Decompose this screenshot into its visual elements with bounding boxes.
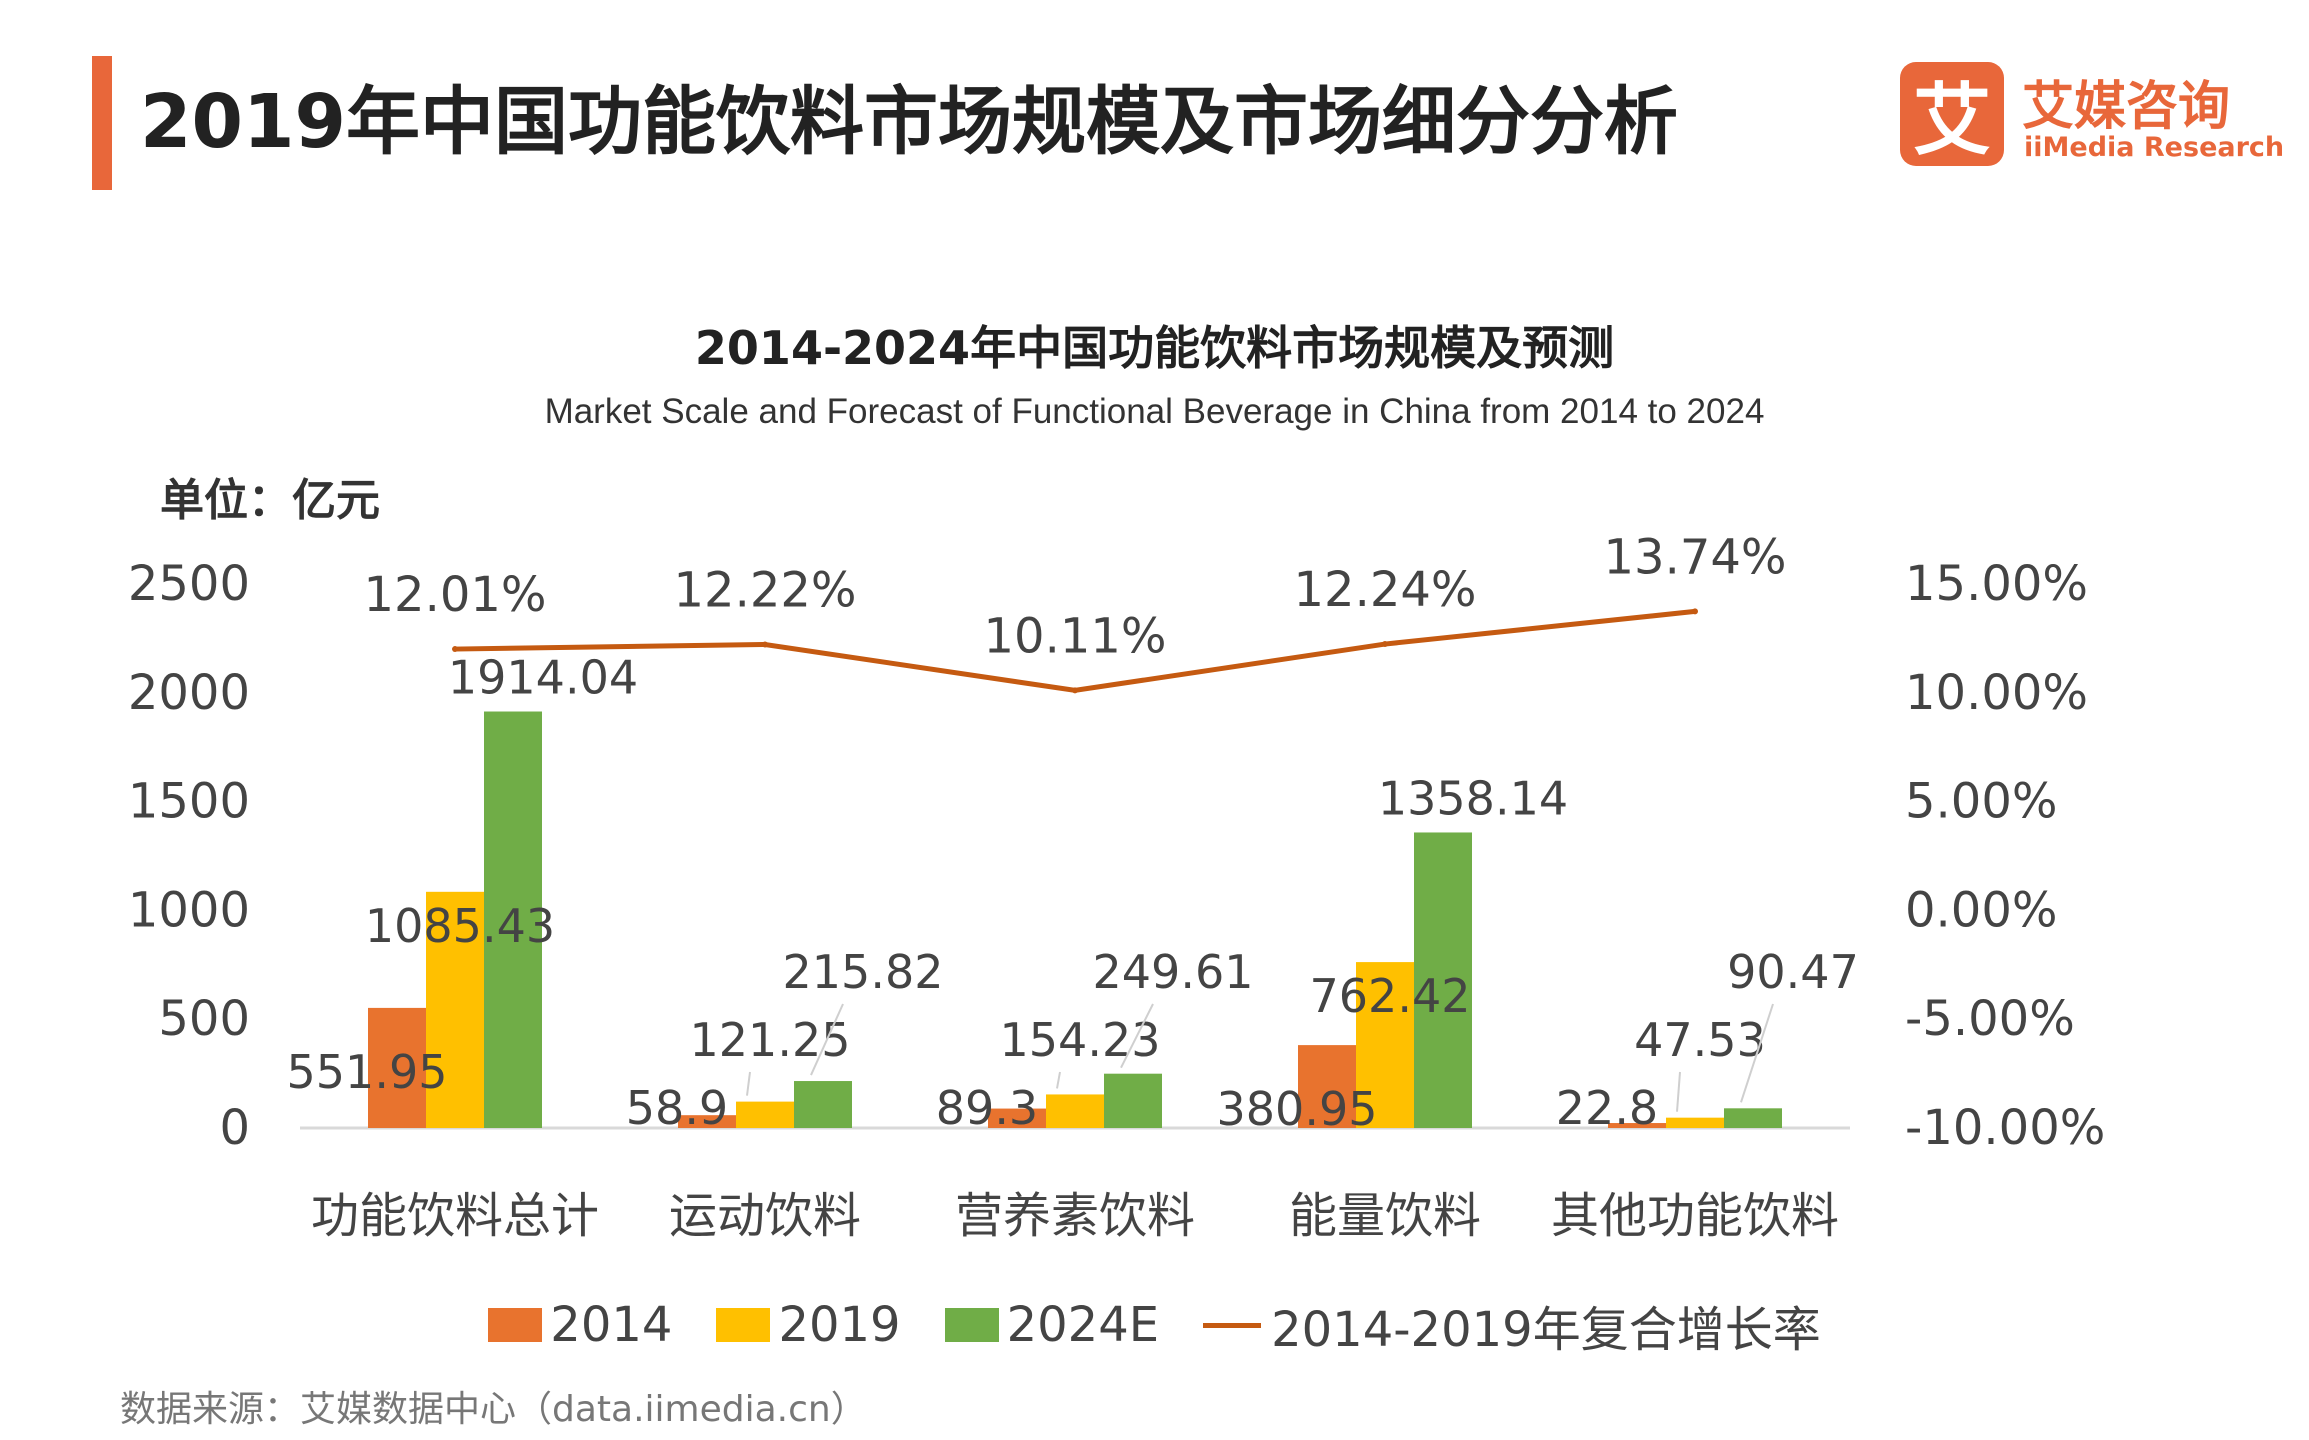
bar-data-label: 154.23 — [1000, 1013, 1161, 1067]
bar-2024e — [1104, 1073, 1162, 1128]
cagr-data-label: 12.01% — [363, 567, 546, 623]
bar-data-label: 215.82 — [783, 945, 944, 999]
bar-data-label: 1358.14 — [1378, 771, 1568, 825]
legend-label-2024e: 2024E — [1006, 1297, 1160, 1353]
bar-2019 — [1046, 1094, 1104, 1128]
page-title: 2019年中国功能饮料市场规模及市场细分分析 — [140, 79, 1678, 165]
bar-data-label: 22.8 — [1556, 1081, 1658, 1135]
y-left-tick-label: 500 — [158, 991, 250, 1047]
bar-data-label: 89.3 — [936, 1081, 1038, 1135]
legend-swatch-2024e — [944, 1308, 999, 1342]
y-left-tick-label: 0 — [219, 1100, 250, 1156]
bar-2019 — [736, 1101, 794, 1128]
legend-swatch-2014 — [488, 1308, 543, 1342]
bar-2024e — [1724, 1108, 1782, 1128]
bar-data-label: 58.9 — [626, 1081, 728, 1135]
y-left-tick-label: 2500 — [128, 556, 250, 612]
logo-mark: 艾 — [1900, 62, 2004, 166]
bar-data-label: 90.47 — [1727, 945, 1859, 999]
bar-2019 — [426, 891, 484, 1128]
legend-item-2019: 2019 — [716, 1297, 901, 1353]
legend-item-2024e: 2024E — [944, 1297, 1160, 1353]
y-right-tick-label: -5.00% — [1905, 991, 2075, 1047]
y-left-tick-label: 1000 — [128, 882, 250, 938]
data-label-leader-line — [1120, 1003, 1154, 1069]
data-label-leader-line — [810, 1003, 844, 1076]
brand-logo: 艾 艾媒咨询 iiMedia Research — [1900, 62, 2284, 172]
y-left-tick-label: 2000 — [128, 665, 250, 721]
legend-item-cagr: 2014-2019年复合增长率 — [1203, 1290, 1821, 1360]
bar-data-label: 762.42 — [1310, 969, 1471, 1023]
cagr-point — [452, 646, 458, 653]
title-accent-bar — [92, 56, 112, 190]
data-label-leader-line — [746, 1071, 751, 1096]
x-category-label: 运动饮料 — [669, 1188, 861, 1244]
bar-data-label: 1914.04 — [448, 651, 638, 705]
y-right-tick-label: 10.00% — [1905, 665, 2088, 721]
bar-data-label: 47.53 — [1634, 1013, 1766, 1067]
x-category-label: 功能饮料总计 — [311, 1188, 599, 1244]
bar-data-label: 249.61 — [1093, 945, 1254, 999]
bar-data-label: 1085.43 — [365, 899, 555, 953]
y-right-tick-label: 5.00% — [1905, 774, 2057, 830]
chart-title: 2014-2024年中国功能饮料市场规模及预测 — [694, 321, 1615, 375]
unit-label: 单位：亿元 — [160, 475, 380, 526]
bar-2024e — [794, 1081, 852, 1128]
cagr-point — [1382, 641, 1388, 648]
cagr-data-label: 13.74% — [1603, 529, 1786, 585]
bar-data-label: 380.95 — [1217, 1082, 1378, 1136]
y-right-tick-label: 0.00% — [1905, 882, 2057, 938]
data-label-leader-line — [1056, 1071, 1061, 1089]
bar-2014 — [368, 1007, 426, 1128]
chart-subtitle: Market Scale and Forecast of Functional … — [544, 392, 1765, 431]
cagr-point — [1072, 687, 1078, 694]
cagr-data-label: 10.11% — [983, 608, 1166, 664]
data-label-leader-line — [1676, 1071, 1681, 1112]
legend-item-2014: 2014 — [488, 1297, 672, 1353]
cagr-point — [762, 641, 768, 648]
bar-2019 — [1666, 1117, 1724, 1128]
data-label-leader-line — [1740, 1003, 1774, 1103]
y-right-tick-label: 15.00% — [1905, 556, 2088, 612]
logo-text-en: iiMedia Research — [2024, 132, 2285, 163]
x-category-label: 能量饮料 — [1289, 1188, 1481, 1244]
data-source-note: 数据来源：艾媒数据中心（data.iimedia.cn） — [120, 1389, 867, 1430]
y-left-tick-label: 1500 — [128, 774, 250, 830]
cagr-data-label: 12.24% — [1293, 562, 1476, 618]
legend-label-2019: 2019 — [778, 1297, 901, 1353]
bar-2019 — [1356, 962, 1414, 1128]
y-right-tick-label: -10.00% — [1905, 1100, 2105, 1156]
cagr-data-label: 12.22% — [673, 562, 856, 618]
legend-label-cagr: 2014-2019年复合增长率 — [1271, 1302, 1821, 1358]
bar-2014 — [1298, 1045, 1356, 1128]
bar-data-label: 121.25 — [690, 1013, 851, 1067]
bar-2014 — [1608, 1123, 1666, 1128]
bar-2014 — [678, 1115, 736, 1128]
bar-2024e — [484, 711, 542, 1128]
bar-2014 — [988, 1108, 1046, 1128]
legend-label-2014: 2014 — [550, 1297, 673, 1353]
chart-legend: 2014 2019 2024E 2014-2019年复合增长率 — [0, 1290, 2309, 1360]
bar-2024e — [1414, 832, 1472, 1128]
legend-swatch-2019 — [716, 1308, 771, 1342]
x-category-label: 其他功能饮料 — [1551, 1188, 1839, 1244]
logo-text-cn: 艾媒咨询 — [2022, 77, 2231, 137]
x-category-label: 营养素饮料 — [955, 1188, 1195, 1244]
bar-data-label: 551.95 — [287, 1045, 448, 1099]
cagr-point — [1692, 608, 1698, 615]
legend-line-cagr — [1203, 1322, 1262, 1328]
